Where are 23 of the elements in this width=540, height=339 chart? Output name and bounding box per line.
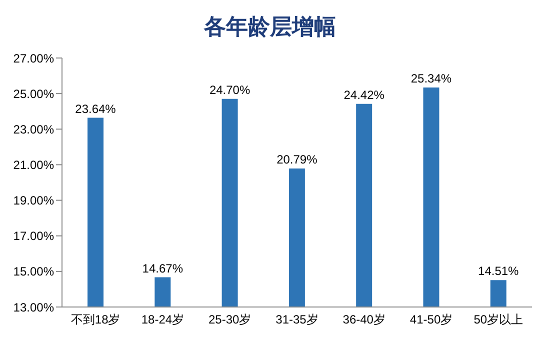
y-tick-label: 15.00% [13, 264, 54, 279]
x-tick-label: 50岁以上 [474, 312, 524, 327]
y-tick-label: 23.00% [13, 122, 54, 136]
y-tick-label: 13.00% [13, 300, 54, 314]
data-label: 24.42% [344, 88, 385, 102]
y-tick-label: 25.00% [13, 86, 54, 101]
data-label: 14.67% [142, 261, 184, 276]
x-tick-label: 25-30岁 [208, 312, 252, 327]
x-tick-label: 36-40岁 [342, 312, 386, 327]
x-tick-label: 31-35岁 [276, 312, 318, 327]
x-tick-label: 18-24岁 [141, 312, 184, 327]
data-label: 23.64% [75, 102, 116, 116]
y-tick-label: 19.00% [13, 194, 54, 208]
y-tick-label: 27.00% [13, 51, 54, 66]
y-tick-label: 17.00% [13, 229, 54, 244]
data-label: 14.51% [478, 264, 520, 278]
x-tick-label: 41-50岁 [410, 312, 453, 327]
x-tick-label: 不到18岁 [70, 312, 120, 327]
data-label: 20.79% [276, 152, 318, 166]
chart-title: 各年龄层增幅 [202, 13, 337, 41]
y-tick-label: 21.00% [13, 158, 54, 172]
data-label: 25.34% [410, 72, 452, 86]
data-label: 24.70% [209, 82, 250, 97]
